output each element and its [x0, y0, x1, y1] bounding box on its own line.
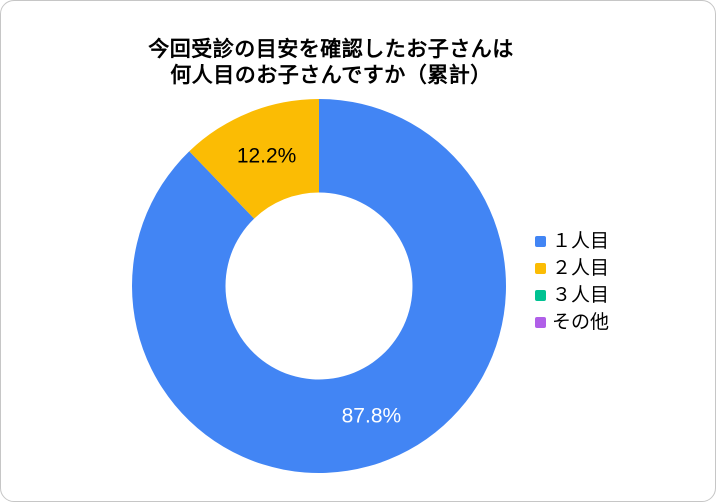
chart-legend: １人目 ２人目 ３人目その他 [535, 230, 609, 334]
pie-slice-1 [132, 99, 507, 473]
chart-title-line1: 今回受診の目安を確認したお子さんは [148, 38, 514, 61]
legend-label: ３人目 [552, 285, 610, 306]
chart-title: 今回受診の目安を確認したお子さんは 何人目のお子さんですか（累計） [1, 37, 661, 89]
legend-swatch-icon [535, 317, 546, 328]
legend-item-3: ３人目 [535, 284, 609, 307]
legend-label: その他 [552, 312, 610, 333]
slice-percentage-label: 87.8% [342, 405, 402, 428]
legend-label: １人目 [552, 231, 610, 252]
legend-swatch-icon [535, 236, 546, 247]
legend-item-2: ２人目 [535, 257, 609, 280]
legend-item-1: １人目 [535, 230, 609, 253]
chart-title-line2: 何人目のお子さんですか（累計） [170, 64, 492, 87]
pie-slice-2 [189, 99, 319, 219]
legend-swatch-icon [535, 290, 546, 301]
slice-percentage-label: 12.2% [237, 144, 297, 167]
legend-item-4: その他 [535, 311, 609, 334]
legend-label: ２人目 [552, 258, 610, 279]
legend-swatch-icon [535, 263, 546, 274]
